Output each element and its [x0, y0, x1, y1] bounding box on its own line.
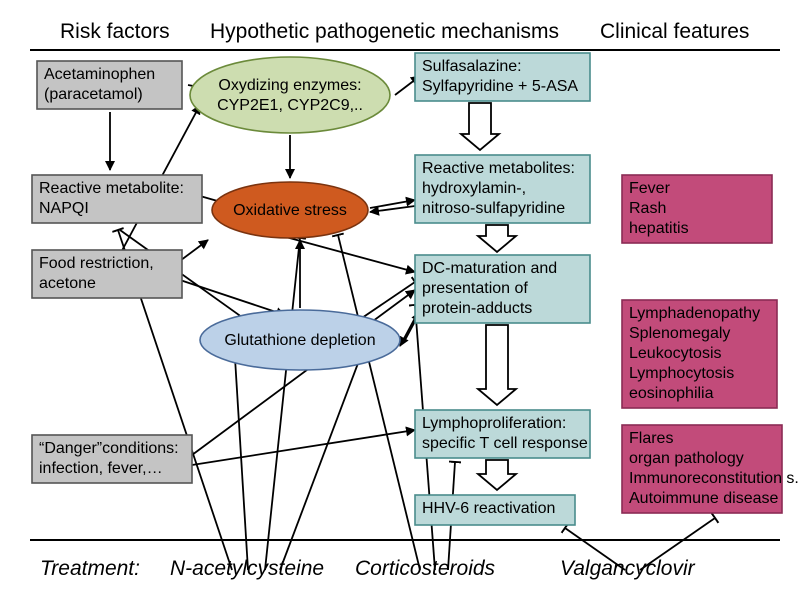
- svg-text:nitroso-sulfapyridine: nitroso-sulfapyridine: [422, 200, 565, 217]
- node-danger: “Danger”conditions: infection, fever,…: [32, 435, 192, 483]
- node-napqi: Reactive metabolite: NAPQI: [32, 175, 202, 223]
- svg-text:Glutathione depletion: Glutathione depletion: [224, 332, 375, 349]
- svg-text:Flares: Flares: [629, 430, 673, 447]
- svg-text:presentation of: presentation of: [422, 280, 528, 297]
- svg-text:Reactive metabolite:: Reactive metabolite:: [39, 180, 184, 197]
- header-risk: Risk factors: [60, 20, 170, 43]
- svg-text:organ pathology: organ pathology: [629, 450, 744, 467]
- node-dcmat: DC-maturation and presentation of protein-…: [415, 255, 590, 323]
- svg-text:Oxydizing enzymes:: Oxydizing enzymes:: [218, 77, 361, 94]
- svg-text:Rash: Rash: [629, 200, 666, 217]
- node-sulfa: Sulfasalazine: Sylfapyridine + 5-ASA: [415, 53, 590, 101]
- svg-text:Acetaminophen: Acetaminophen: [44, 66, 155, 83]
- block-arrow: [461, 103, 499, 150]
- block-arrow: [478, 325, 516, 405]
- header-clin: Clinical features: [600, 20, 749, 43]
- svg-text:Lymphoproliferation:: Lymphoproliferation:: [422, 415, 566, 432]
- block-arrow: [478, 225, 516, 252]
- svg-text:Immunoreconstitution s.: Immunoreconstitution s.: [629, 470, 799, 487]
- treatment-cort: Corticosteroids: [355, 557, 496, 580]
- node-lymph: Lymphoproliferation: specific T cell resp…: [415, 410, 590, 458]
- svg-text:infection, fever,…: infection, fever,…: [39, 460, 163, 477]
- svg-text:Sulfasalazine:: Sulfasalazine:: [422, 58, 522, 75]
- node-stress: Oxidative stress: [212, 182, 368, 238]
- svg-text:Leukocytosis: Leukocytosis: [629, 345, 722, 362]
- svg-text:specific T cell response: specific T cell response: [422, 435, 588, 452]
- svg-text:HHV-6 reactivation: HHV-6 reactivation: [422, 500, 555, 517]
- svg-text:Splenomegaly: Splenomegaly: [629, 325, 730, 342]
- edge: [265, 238, 300, 570]
- node-react: Reactive metabolites: hydroxylamin-, nitro…: [415, 155, 590, 223]
- svg-text:Lymphadenopathy: Lymphadenopathy: [629, 305, 760, 322]
- node-oxy: Oxydizing enzymes: CYP2E1, CYP2C9,..: [190, 57, 390, 133]
- node-food: Food restriction, acetone: [32, 250, 182, 298]
- svg-text:hydroxylamin-,: hydroxylamin-,: [422, 180, 526, 197]
- edge: [400, 318, 415, 346]
- svg-text:DC-maturation and: DC-maturation and: [422, 260, 557, 277]
- header-mech: Hypothetic pathogenetic mechanisms: [210, 20, 559, 43]
- svg-text:Fever: Fever: [629, 180, 671, 197]
- svg-text:eosinophilia: eosinophilia: [629, 385, 714, 402]
- edge: [338, 235, 420, 570]
- svg-text:Food restriction,: Food restriction,: [39, 255, 154, 272]
- node-hhv6: HHV-6 reactivation: [415, 495, 575, 525]
- treatment-label: Treatment:: [40, 557, 140, 580]
- svg-text:(paracetamol): (paracetamol): [44, 86, 143, 103]
- svg-text:Sylfapyridine + 5-ASA: Sylfapyridine + 5-ASA: [422, 78, 578, 95]
- svg-text:“Danger”conditions:: “Danger”conditions:: [39, 440, 179, 457]
- svg-text:hepatitis: hepatitis: [629, 220, 689, 237]
- node-clin3: Flares organ pathology Immunoreconstitutio…: [622, 425, 799, 513]
- edge: [280, 358, 360, 570]
- svg-text:Oxidative stress: Oxidative stress: [233, 202, 347, 219]
- svg-text:CYP2E1, CYP2C9,..: CYP2E1, CYP2C9,..: [217, 97, 363, 114]
- svg-text:NAPQI: NAPQI: [39, 200, 89, 217]
- node-aceta: Acetaminophen (paracetamol): [37, 61, 182, 109]
- svg-text:Autoimmune disease: Autoimmune disease: [629, 490, 779, 507]
- treatment-valg: Valgancyclovir: [560, 557, 696, 580]
- svg-text:protein-adducts: protein-adducts: [422, 300, 532, 317]
- edge: [235, 358, 248, 570]
- block-arrow: [478, 460, 516, 490]
- node-clin2: Lymphadenopathy Splenomegaly Leukocytosis L…: [622, 300, 777, 408]
- node-glut: Glutathione depletion: [200, 310, 400, 370]
- node-clin1: Fever Rash hepatitis: [622, 175, 772, 243]
- edge: [192, 430, 415, 465]
- svg-text:acetone: acetone: [39, 275, 96, 292]
- svg-text:Lymphocytosis: Lymphocytosis: [629, 365, 734, 382]
- svg-text:Reactive metabolites:: Reactive metabolites:: [422, 160, 575, 177]
